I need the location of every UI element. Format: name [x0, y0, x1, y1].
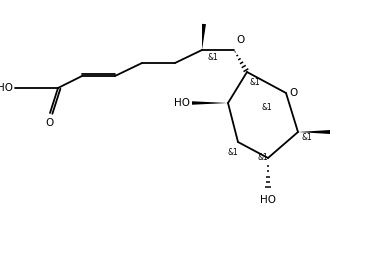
- Text: &1: &1: [302, 133, 313, 142]
- Text: O: O: [236, 35, 244, 45]
- Text: O: O: [46, 118, 54, 128]
- Text: &1: &1: [258, 153, 269, 162]
- Text: &1: &1: [227, 148, 238, 157]
- Text: &1: &1: [208, 53, 219, 62]
- Text: HO: HO: [0, 83, 13, 93]
- Polygon shape: [192, 101, 228, 105]
- Text: HO: HO: [260, 195, 276, 205]
- Polygon shape: [298, 130, 330, 134]
- Polygon shape: [202, 24, 206, 50]
- Text: O: O: [289, 88, 297, 98]
- Text: &1: &1: [250, 78, 261, 87]
- Text: HO: HO: [174, 98, 190, 108]
- Text: &1: &1: [262, 103, 273, 112]
